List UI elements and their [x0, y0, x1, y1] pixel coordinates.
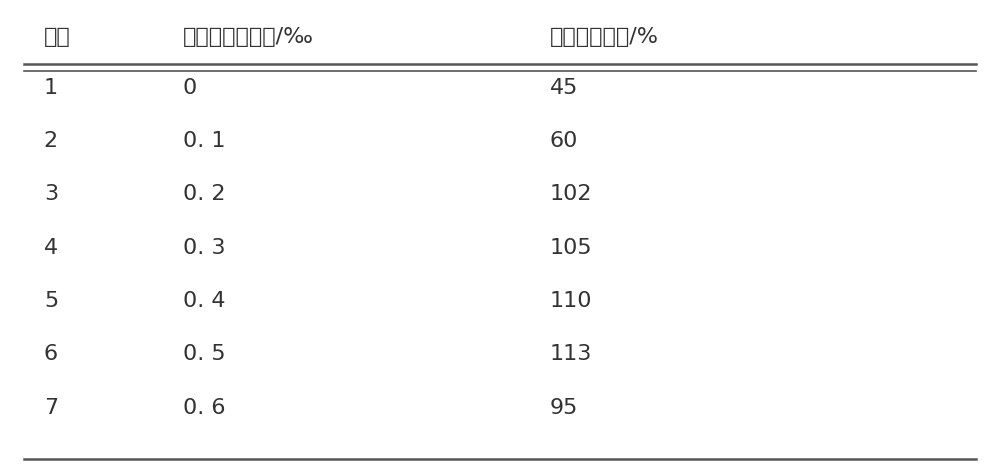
Text: 0: 0	[183, 77, 197, 98]
Text: 105: 105	[550, 237, 592, 258]
Text: 氢氧化钠添加量/‰: 氢氧化钠添加量/‰	[183, 26, 314, 47]
Text: 113: 113	[550, 344, 592, 364]
Text: 0. 2: 0. 2	[183, 184, 225, 204]
Text: 5: 5	[44, 291, 58, 311]
Text: 0. 1: 0. 1	[183, 131, 225, 151]
Text: 0. 6: 0. 6	[183, 397, 225, 418]
Text: 60: 60	[550, 131, 578, 151]
Text: 0. 4: 0. 4	[183, 291, 225, 311]
Text: 102: 102	[550, 184, 592, 204]
Text: 3: 3	[44, 184, 58, 204]
Text: 110: 110	[550, 291, 592, 311]
Text: 序号: 序号	[44, 26, 71, 47]
Text: 2: 2	[44, 131, 58, 151]
Text: 水合磷脂出率/%: 水合磷脂出率/%	[550, 26, 659, 47]
Text: 4: 4	[44, 237, 58, 258]
Text: 0. 3: 0. 3	[183, 237, 225, 258]
Text: 95: 95	[550, 397, 578, 418]
Text: 0. 5: 0. 5	[183, 344, 225, 364]
Text: 45: 45	[550, 77, 578, 98]
Text: 7: 7	[44, 397, 58, 418]
Text: 6: 6	[44, 344, 58, 364]
Text: 1: 1	[44, 77, 58, 98]
